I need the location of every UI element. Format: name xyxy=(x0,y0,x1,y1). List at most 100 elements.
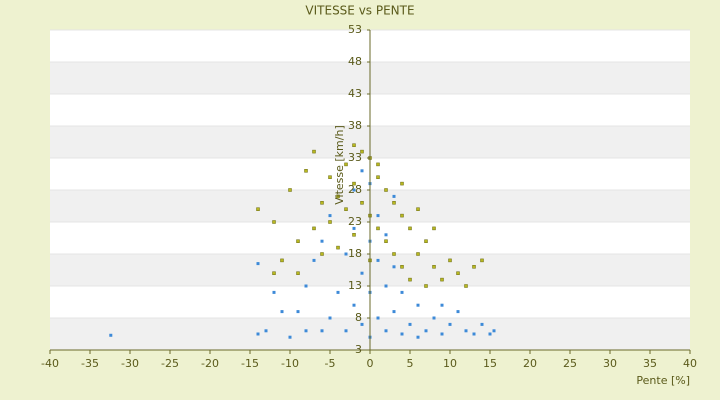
point xyxy=(360,169,364,173)
point xyxy=(376,175,380,179)
point xyxy=(392,310,396,314)
point xyxy=(320,201,324,205)
point xyxy=(256,262,260,266)
point xyxy=(392,265,396,269)
point xyxy=(472,265,476,269)
y-tick-label: 38 xyxy=(348,119,362,132)
y-tick-label: 13 xyxy=(348,279,362,292)
point xyxy=(109,333,113,337)
point xyxy=(304,169,308,173)
point xyxy=(400,290,404,294)
point xyxy=(352,226,356,230)
point xyxy=(296,310,300,314)
x-tick-label: -30 xyxy=(121,357,139,370)
point xyxy=(328,175,332,179)
point xyxy=(376,226,380,231)
point xyxy=(424,284,428,288)
x-axis-label: Pente [%] xyxy=(636,374,690,387)
x-tick-label: 20 xyxy=(523,357,537,370)
point xyxy=(352,188,356,192)
point xyxy=(320,329,324,333)
point xyxy=(296,239,300,243)
point xyxy=(392,252,396,256)
point xyxy=(384,188,388,192)
point xyxy=(312,149,316,154)
point xyxy=(328,214,332,218)
point xyxy=(272,271,276,275)
point xyxy=(432,226,436,231)
point xyxy=(272,220,276,224)
x-tick-label: 0 xyxy=(367,357,374,370)
point xyxy=(472,332,476,336)
point xyxy=(376,316,380,320)
point xyxy=(280,310,284,314)
y-tick-label: 43 xyxy=(348,87,362,100)
point xyxy=(336,245,340,250)
point xyxy=(360,322,364,326)
point xyxy=(400,181,404,186)
point xyxy=(352,181,356,186)
point xyxy=(456,271,460,275)
point xyxy=(352,233,356,237)
x-tick-label: 30 xyxy=(603,357,617,370)
point xyxy=(376,214,380,218)
point xyxy=(384,284,388,288)
point xyxy=(384,239,388,243)
point xyxy=(448,258,452,263)
point xyxy=(304,329,308,333)
point xyxy=(256,207,260,211)
point xyxy=(376,258,380,262)
point xyxy=(400,332,404,336)
point xyxy=(312,226,316,231)
point xyxy=(464,329,468,333)
x-tick-label: 10 xyxy=(443,357,457,370)
point xyxy=(312,258,316,262)
point xyxy=(320,239,324,243)
point xyxy=(464,284,468,288)
point xyxy=(424,329,428,333)
point xyxy=(360,149,364,154)
point xyxy=(352,303,356,307)
point xyxy=(392,194,396,198)
y-tick-label: 48 xyxy=(348,55,362,68)
y-tick-label: 53 xyxy=(348,23,362,36)
point xyxy=(408,322,412,326)
point xyxy=(416,252,420,256)
point xyxy=(360,271,364,275)
x-tick-label: -15 xyxy=(241,357,259,370)
point xyxy=(492,329,496,333)
point xyxy=(288,335,292,339)
y-tick-label: 28 xyxy=(348,183,362,196)
point xyxy=(328,220,332,224)
point xyxy=(480,258,484,263)
x-tick-label: 5 xyxy=(407,357,414,370)
point xyxy=(416,335,420,339)
point xyxy=(440,277,444,282)
point xyxy=(352,143,356,147)
x-tick-label: -40 xyxy=(41,357,59,370)
point xyxy=(416,303,420,307)
y-tick-label: 3 xyxy=(355,343,362,356)
x-tick-label: 25 xyxy=(563,357,577,370)
point xyxy=(480,322,484,326)
point xyxy=(488,332,492,336)
point xyxy=(344,207,348,211)
point xyxy=(416,207,420,211)
point xyxy=(400,213,404,218)
point xyxy=(392,201,396,205)
point xyxy=(344,162,348,167)
point xyxy=(448,322,452,326)
point xyxy=(264,329,268,333)
point xyxy=(288,188,292,192)
y-tick-label: 18 xyxy=(348,247,362,260)
x-tick-label: -5 xyxy=(325,357,336,370)
y-tick-label: 33 xyxy=(348,151,362,164)
y-axis-label: Vitesse [km/h] xyxy=(333,125,346,205)
point xyxy=(440,303,444,307)
point xyxy=(280,258,284,263)
point xyxy=(320,252,324,256)
point xyxy=(304,284,308,288)
chart-title: VITESSE vs PENTE xyxy=(305,4,414,18)
y-tick-label: 23 xyxy=(348,215,362,228)
